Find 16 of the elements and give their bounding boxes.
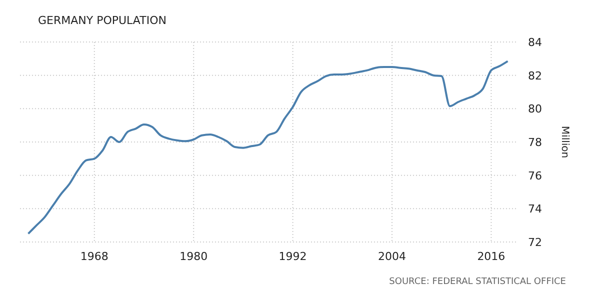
chart-title: GERMANY POPULATION — [38, 14, 166, 27]
y-tick-label: 80 — [528, 102, 542, 116]
y-tick-label: 72 — [528, 236, 542, 249]
x-tick-label: 2016 — [477, 250, 506, 263]
x-tick-label: 1980 — [180, 250, 208, 263]
y-tick-label: 82 — [528, 69, 542, 82]
y-tick-label: 78 — [528, 136, 542, 149]
line-series — [27, 60, 509, 235]
x-tick-label: 1992 — [278, 250, 307, 263]
y-tick-label: 74 — [528, 202, 542, 216]
y-tick-label: 84 — [528, 36, 542, 49]
source-note: SOURCE: FEDERAL STATISTICAL OFFICE — [389, 277, 566, 287]
y-axis-title: Million — [559, 126, 570, 158]
x-tick-label: 2004 — [378, 250, 406, 263]
x-tick-label: 1968 — [80, 250, 108, 263]
y-tick-label: 76 — [528, 169, 542, 182]
